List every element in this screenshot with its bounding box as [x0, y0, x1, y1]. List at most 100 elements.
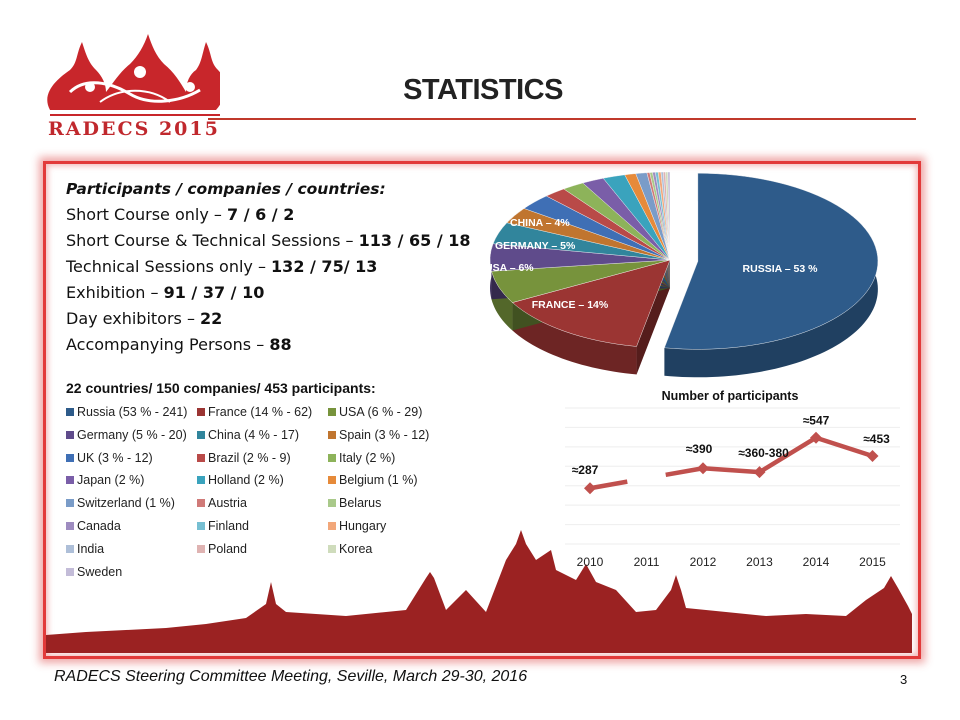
legend-label: USA (6 % - 29): [339, 405, 423, 419]
legend-swatch: [66, 476, 74, 485]
stats-block: Participants / companies / countries: Sh…: [66, 176, 471, 358]
legend-swatch: [328, 453, 336, 462]
moscow-skyline: [46, 530, 912, 653]
legend-item: Spain (3 % - 12): [328, 428, 429, 442]
legend-label: Italy (2 %): [339, 450, 396, 465]
stats-row: Accompanying Persons – 88: [66, 332, 471, 358]
legend-swatch: [328, 476, 336, 485]
stats-label: Accompanying Persons –: [66, 335, 270, 354]
legend-label: Belarus: [339, 496, 382, 511]
pie-data-label: FRANCE – 14%: [532, 299, 609, 311]
legend-item: Italy (2 %): [328, 451, 395, 465]
legend-swatch: [66, 453, 74, 462]
legend-item: Canada: [66, 519, 121, 533]
title-divider: [208, 118, 916, 120]
legend-item: India: [66, 542, 104, 556]
legend-swatch: [66, 430, 74, 439]
legend-swatch: [66, 567, 74, 576]
x-tick-label: 2015: [859, 555, 886, 569]
radecs-logo: [47, 34, 220, 116]
legend-swatch: [197, 522, 205, 530]
stats-value: 113 / 65 / 18: [358, 231, 471, 250]
pie-data-label: GERMANY – 5%: [495, 240, 576, 252]
data-point-marker: [866, 449, 879, 462]
legend-swatch: [66, 522, 74, 530]
stats-row: Exhibition – 91 / 37 / 10: [66, 280, 471, 306]
legend-label: Hungary: [339, 519, 387, 533]
stats-value: 22: [200, 309, 223, 328]
stats-heading: Participants / companies / countries:: [66, 180, 386, 198]
stats-label: Day exhibitors –: [66, 309, 201, 328]
data-point-marker: [810, 431, 822, 444]
page-number: 3: [900, 672, 908, 687]
page-title: STATISTICS: [403, 74, 563, 106]
data-label: ≈360-380: [738, 446, 789, 460]
legend-item: Russia (53 % - 241): [66, 405, 187, 419]
legend-label: Germany (5 % - 20): [77, 427, 187, 442]
legend-item: China (4 % - 17): [197, 428, 299, 442]
data-point-marker: [584, 482, 596, 495]
legend-label: Sweden: [77, 564, 123, 579]
pie-slice-edge: [512, 302, 637, 375]
legend-swatch: [197, 430, 205, 439]
legend-item: Austria: [197, 496, 247, 510]
x-tick-label: 2014: [803, 555, 830, 569]
legend-swatch: [328, 522, 336, 530]
legend-label: Russia (53 % - 241): [77, 405, 188, 419]
legend-item: Japan (2 %): [66, 473, 144, 487]
content-frame: [43, 161, 921, 659]
x-tick-label: 2012: [690, 555, 717, 569]
legend-label: Canada: [77, 519, 121, 533]
pie-slice: [512, 259, 671, 347]
pie-data-label: CHINA – 4%: [510, 217, 570, 229]
stats-row: Technical Sessions only – 132 / 75/ 13: [66, 254, 471, 280]
legend-swatch: [197, 476, 205, 485]
line-chart-title: Number of participants: [662, 389, 799, 403]
legend-label: UK (3 % - 12): [77, 450, 153, 465]
legend-swatch: [197, 544, 205, 553]
legend-swatch: [66, 408, 74, 416]
legend-swatch: [197, 499, 205, 508]
legend-item: Korea: [328, 542, 372, 556]
legend-swatch: [328, 408, 336, 416]
legend-item: Belgium (1 %): [328, 473, 418, 487]
stats-row: Short Course only – 7 / 6 / 2: [66, 202, 471, 228]
data-label: ≈287: [572, 463, 599, 477]
stats-row: Short Course & Technical Sessions – 113 …: [66, 228, 471, 254]
legend-label: Japan (2 %): [77, 473, 145, 488]
data-label: ≈390: [686, 442, 713, 456]
legend-item: Brazil (2 % - 9): [197, 451, 291, 465]
pie-data-label: RUSSIA – 53 %: [743, 263, 819, 275]
legend-swatch: [197, 453, 205, 462]
legend-item: Sweden: [66, 565, 122, 579]
line-segment: [589, 479, 628, 491]
legend-item: Switzerland (1 %): [66, 496, 175, 510]
legend-label: Poland: [208, 541, 247, 556]
stats-label: Technical Sessions only –: [66, 257, 272, 276]
legend-swatch: [66, 544, 74, 553]
summary-text: 22 countries/ 150 companies/ 453 partici…: [66, 380, 376, 396]
legend-swatch: [328, 430, 336, 439]
legend-item: Belarus: [328, 496, 381, 510]
legend-label: Belgium (1 %): [339, 473, 418, 488]
legend-item: UK (3 % - 12): [66, 451, 153, 465]
legend-item: Finland: [197, 519, 249, 533]
stats-value: 91 / 37 / 10: [163, 283, 265, 302]
legend-label: Korea: [339, 541, 373, 556]
stats-value: 88: [269, 335, 292, 354]
stats-label: Short Course & Technical Sessions –: [66, 231, 359, 250]
legend-label: Finland: [208, 519, 249, 533]
legend-label: Switzerland (1 %): [77, 496, 175, 511]
legend-item: France (14 % - 62): [197, 405, 312, 419]
pie-slice: [664, 173, 878, 350]
x-tick-label: 2011: [634, 555, 660, 569]
stats-value: 132 / 75/ 13: [271, 257, 378, 276]
pie-data-label: USA – 6%: [485, 262, 534, 274]
logo-text: RADECS 2015: [48, 118, 220, 140]
legend-label: Brazil (2 % - 9): [208, 450, 291, 465]
stats-label: Short Course only –: [66, 205, 227, 224]
stats-row: Day exhibitors – 22: [66, 306, 471, 332]
legend-label: China (4 % - 17): [208, 427, 300, 442]
data-point-marker: [753, 466, 766, 479]
legend-label: India: [77, 541, 105, 556]
